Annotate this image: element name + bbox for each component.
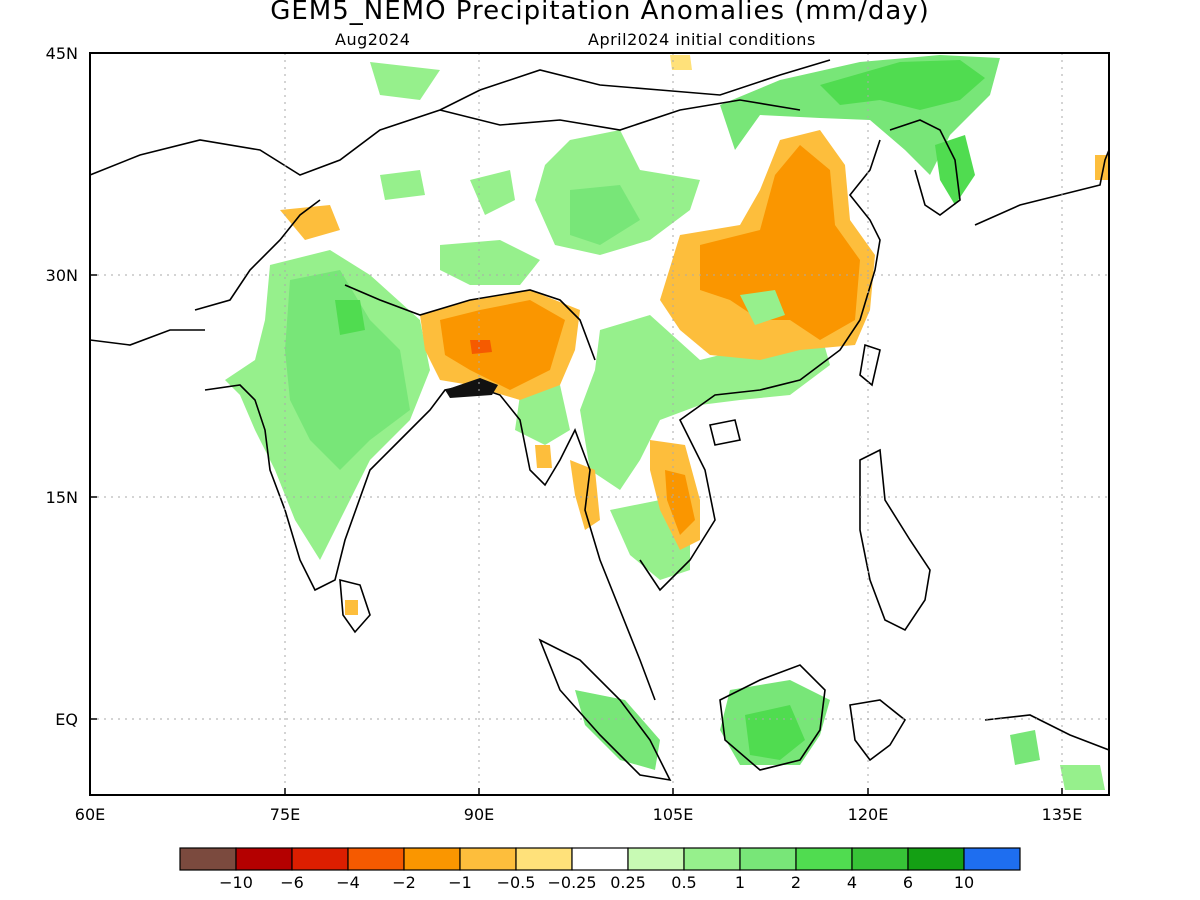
- coastline-vietnam: [639, 139, 881, 592]
- coastline-sumatra: [538, 638, 672, 782]
- anomaly-region: [345, 600, 358, 615]
- coastline-hainan: [709, 419, 741, 446]
- legend-swatch: [291, 847, 349, 871]
- coastline-borneo: [719, 664, 826, 771]
- legend-label: −4: [336, 873, 360, 892]
- coastline-indochina: [469, 384, 656, 701]
- legend-swatch: [851, 847, 909, 871]
- coastline-korea: [889, 119, 961, 216]
- anomaly-region: [740, 290, 785, 325]
- border-mongolia: [439, 99, 801, 131]
- legend-label: 10: [954, 873, 974, 892]
- border-tibet: [344, 284, 596, 361]
- coastline-new-guinea: [984, 714, 1109, 751]
- subtitle-valid-month: Aug2024: [335, 30, 411, 49]
- y-tick-label: EQ: [55, 710, 78, 729]
- anomaly-region: [335, 300, 365, 335]
- border-central-asia: [90, 59, 831, 176]
- coastline-philippines: [859, 448, 931, 632]
- anomaly-region: [515, 385, 570, 445]
- y-tick-label: 15N: [46, 488, 78, 507]
- anomaly-region: [470, 170, 515, 215]
- anomaly-region: [1060, 765, 1105, 790]
- coastline-sulawesi: [849, 699, 907, 762]
- anomaly-region: [820, 60, 985, 110]
- legend-swatch: [515, 847, 573, 871]
- anomaly-region: [575, 690, 660, 770]
- legend-label: −6: [280, 873, 304, 892]
- anomaly-region: [1010, 730, 1040, 765]
- x-tick-label: 60E: [75, 805, 105, 824]
- legend-swatch: [571, 847, 629, 871]
- anomaly-region: [665, 470, 695, 535]
- legend-label: −0.5: [497, 873, 536, 892]
- legend-swatch: [179, 847, 237, 871]
- legend-label: 0.25: [610, 873, 646, 892]
- x-axis: 60E 75E 90E 105E 120E 135E: [75, 788, 1083, 824]
- legend-label: −10: [219, 873, 253, 892]
- anomaly-region: [470, 340, 492, 354]
- anomaly-region: [440, 240, 540, 285]
- y-tick-label: 30N: [46, 266, 78, 285]
- x-tick-label: 90E: [464, 805, 494, 824]
- legend-label: 0.5: [671, 873, 696, 892]
- legend-label: 6: [903, 873, 913, 892]
- anomaly-region: [285, 270, 410, 470]
- coastlines: [90, 59, 1109, 782]
- legend-swatch: [683, 847, 741, 871]
- subtitle-initial-conditions: April2024 initial conditions: [588, 30, 816, 49]
- coastline-india: [204, 384, 471, 592]
- x-tick-label: 120E: [848, 805, 889, 824]
- legend-label: −2: [392, 873, 416, 892]
- y-axis: 45N 30N 15N EQ: [46, 44, 97, 729]
- legend-swatch: [907, 847, 965, 871]
- map-frame: [89, 52, 1110, 796]
- coastline-sri-lanka: [339, 578, 371, 634]
- anomaly-region: [570, 185, 640, 245]
- coastline-japan: [974, 149, 1109, 226]
- legend-swatch: [235, 847, 293, 871]
- legend-label: −0.25: [547, 873, 596, 892]
- delta-landmass: [445, 378, 498, 398]
- y-tick-label: 45N: [46, 44, 78, 63]
- legend-swatch: [347, 847, 405, 871]
- anomaly-region: [280, 205, 340, 240]
- legend-swatch: [739, 847, 797, 871]
- gridlines: [90, 53, 1109, 795]
- coastline-taiwan: [859, 343, 881, 387]
- legend-swatch: [795, 847, 853, 871]
- legend-label: 4: [847, 873, 857, 892]
- border-iran: [90, 329, 205, 346]
- x-tick-label: 105E: [653, 805, 694, 824]
- x-tick-label: 135E: [1042, 805, 1083, 824]
- legend-colorbar: −10 −6 −4 −2 −1 −0.5 −0.25 0.25 0.5 1 2 4 6 10: [179, 847, 1021, 892]
- anomaly-region: [700, 145, 860, 340]
- anomaly-region: [380, 170, 425, 200]
- anomaly-region: [935, 135, 975, 205]
- legend-swatch: [459, 847, 517, 871]
- legend-label: 2: [791, 873, 801, 892]
- map-title: GEM5_NEMO Precipitation Anomalies (mm/da…: [270, 0, 930, 26]
- anomaly-region: [570, 460, 600, 530]
- legend-label: 1: [735, 873, 745, 892]
- anomaly-region: [440, 300, 565, 390]
- anomaly-region: [670, 55, 692, 70]
- border-pakistan: [194, 199, 321, 311]
- anomaly-field: [225, 55, 1109, 790]
- anomaly-region: [370, 62, 440, 100]
- anomaly-region: [535, 445, 552, 468]
- x-tick-label: 75E: [270, 805, 300, 824]
- legend-swatch: [403, 847, 461, 871]
- legend-swatch: [627, 847, 685, 871]
- legend-swatch: [963, 847, 1021, 871]
- legend-label: −1: [448, 873, 472, 892]
